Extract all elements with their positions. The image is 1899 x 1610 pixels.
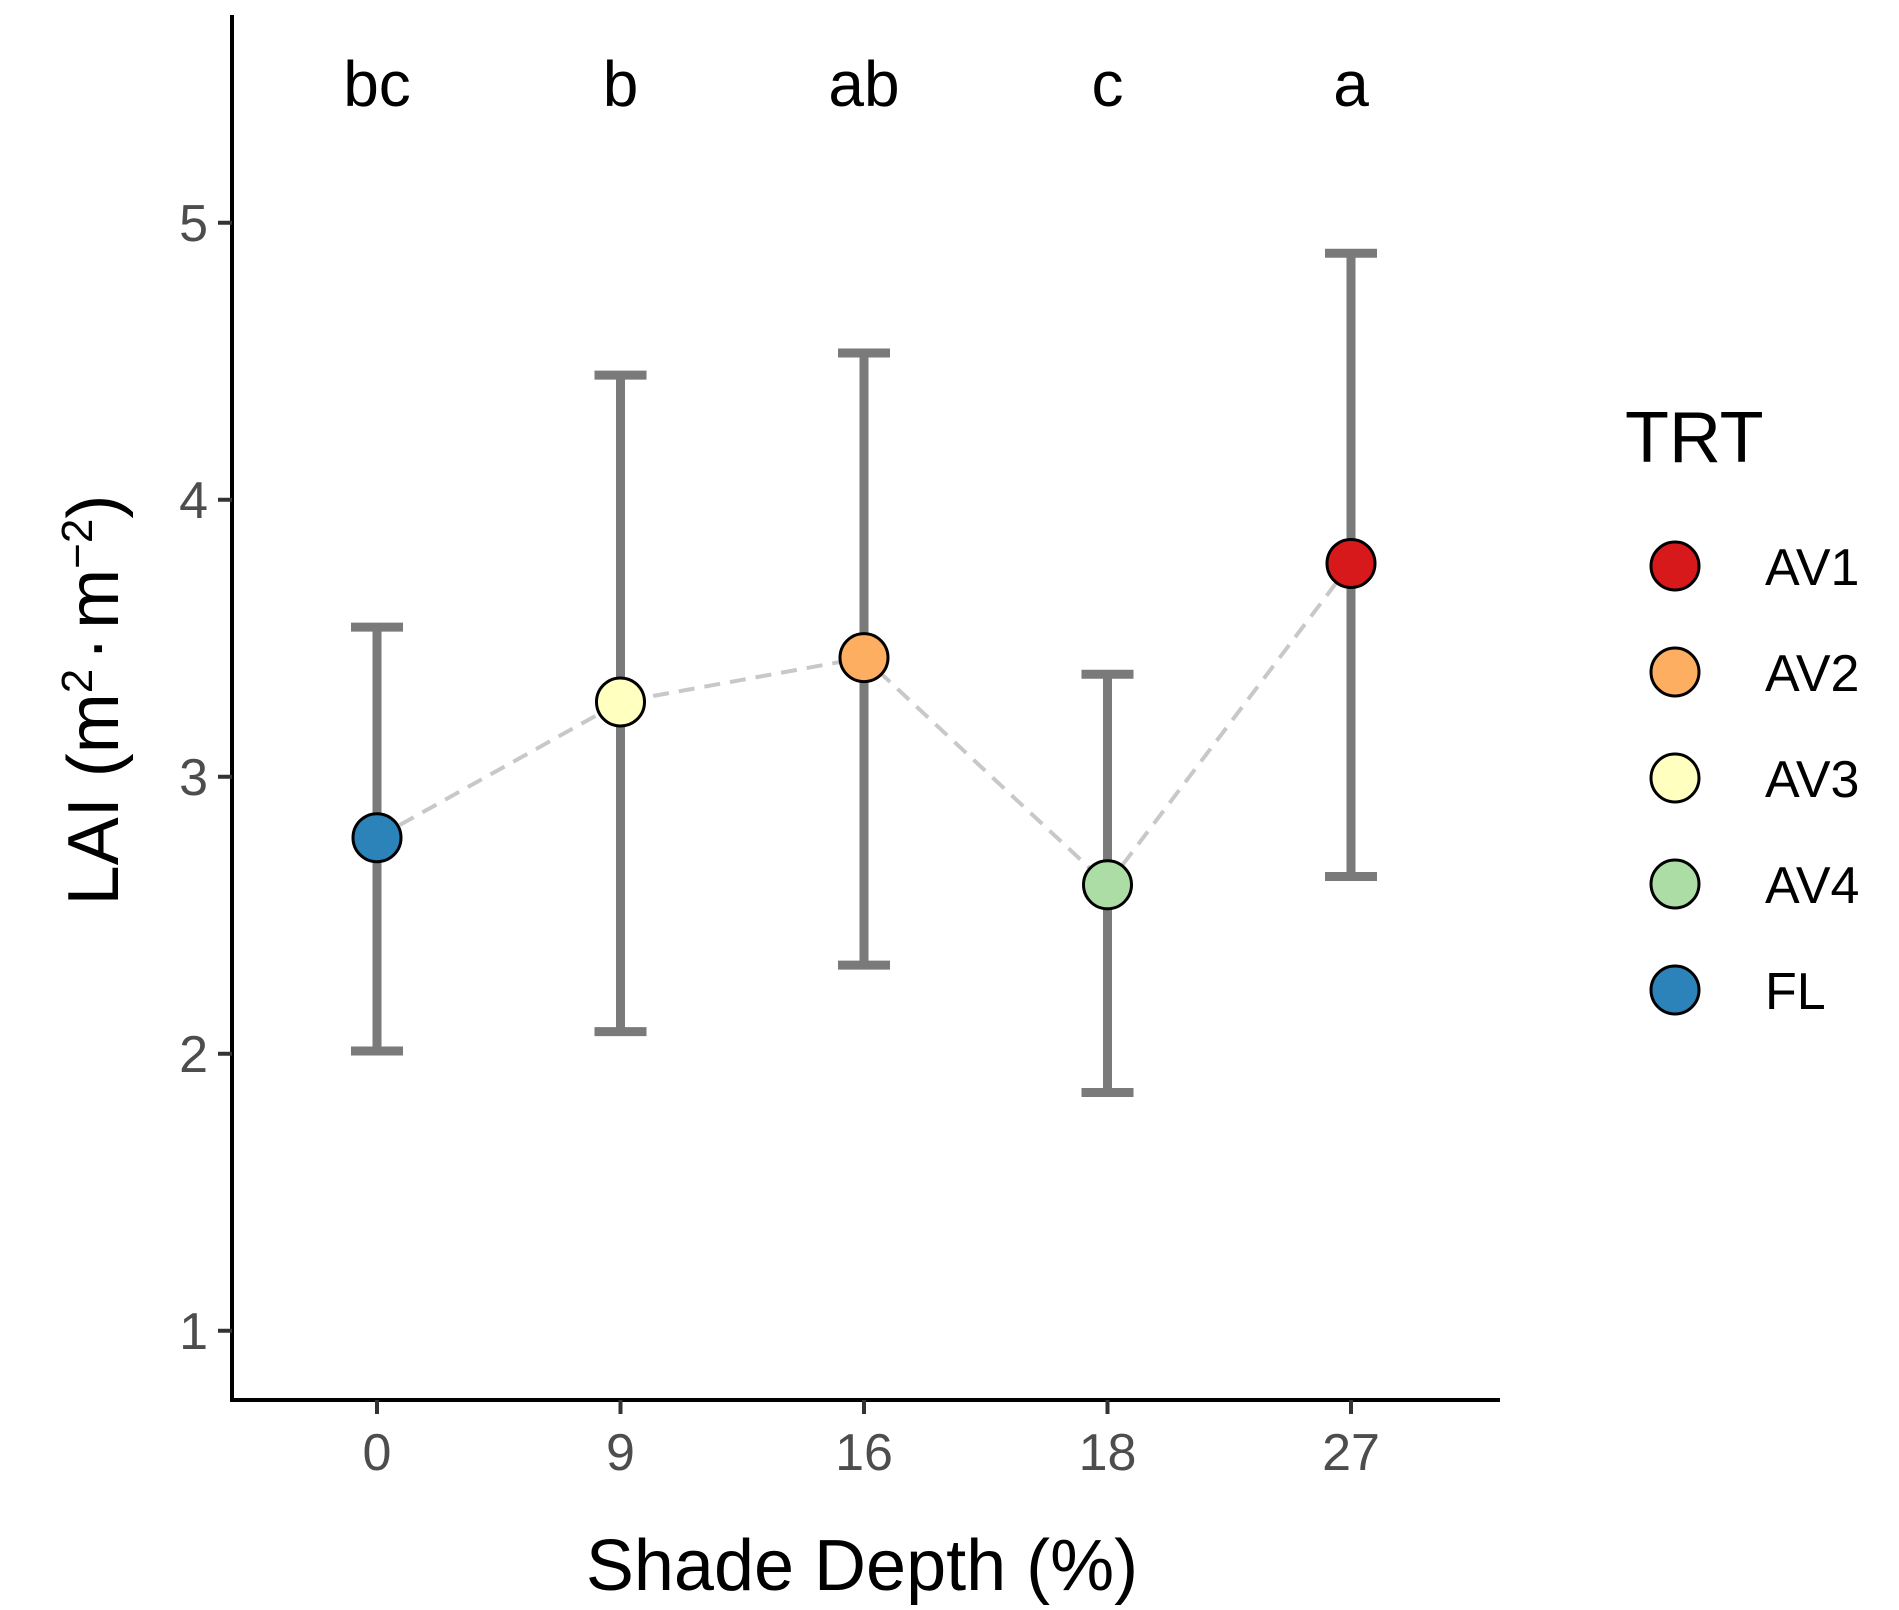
legend-label-av1: AV1 — [1765, 539, 1859, 597]
legend: TRT AV1 AV2 AV3 AV4 FL — [1625, 398, 1859, 1021]
legend-key-av2 — [1649, 646, 1701, 698]
y-axis-open-paren: ( — [54, 753, 134, 797]
y-tick-label: 3 — [179, 749, 208, 807]
x-tick-label: 9 — [606, 1424, 635, 1482]
x-axis-title: Shade Depth (%) — [586, 1526, 1138, 1606]
significance-letter: c — [1092, 48, 1124, 120]
legend-key-av1 — [1649, 540, 1701, 592]
y-axis-unit-dot: · — [54, 637, 134, 661]
y-tick-label: 4 — [179, 472, 208, 530]
y-tick-label: 1 — [179, 1303, 208, 1361]
legend-label-av4: AV4 — [1765, 857, 1859, 915]
plot-area: 1 2 3 4 5 0 9 16 18 27 bc b ab c a — [179, 15, 1500, 1482]
legend-items: AV1 AV2 AV3 AV4 FL — [1649, 539, 1859, 1021]
legend-label-fl: FL — [1765, 963, 1826, 1021]
data-point-av2 — [838, 632, 890, 684]
y-axis-unit-m2: m — [54, 569, 134, 629]
significance-letter: ab — [828, 48, 899, 120]
legend-title: TRT — [1625, 398, 1764, 478]
data-point-av3 — [595, 676, 646, 728]
legend-label-av2: AV2 — [1765, 645, 1859, 703]
y-axis-close-paren: ) — [54, 495, 134, 519]
data-point-fl — [351, 812, 403, 864]
y-axis-base: LAI — [54, 797, 134, 905]
significance-letter: bc — [343, 48, 411, 120]
significance-letter: a — [1333, 48, 1369, 120]
legend-key-av3 — [1649, 752, 1701, 804]
x-tick-label: 27 — [1322, 1424, 1380, 1482]
x-tick-label: 0 — [363, 1424, 392, 1482]
x-tick-label: 16 — [835, 1424, 893, 1482]
y-tick-label: 2 — [179, 1026, 208, 1084]
legend-label-av3: AV3 — [1765, 751, 1859, 809]
y-axis-unit-m1: m — [54, 693, 134, 753]
y-axis-unit-exp2: −2 — [53, 519, 102, 569]
significance-letter: b — [603, 48, 639, 120]
x-tick-label: 18 — [1079, 1424, 1137, 1482]
legend-key-av4 — [1649, 858, 1701, 910]
y-axis-title: LAI (m2·m−2) — [53, 495, 134, 906]
data-point-av4 — [1082, 859, 1133, 911]
data-point-av1 — [1325, 537, 1377, 589]
legend-key-fl — [1649, 964, 1701, 1016]
y-axis-unit-exp1: 2 — [53, 669, 102, 693]
y-tick-label: 5 — [179, 195, 208, 253]
